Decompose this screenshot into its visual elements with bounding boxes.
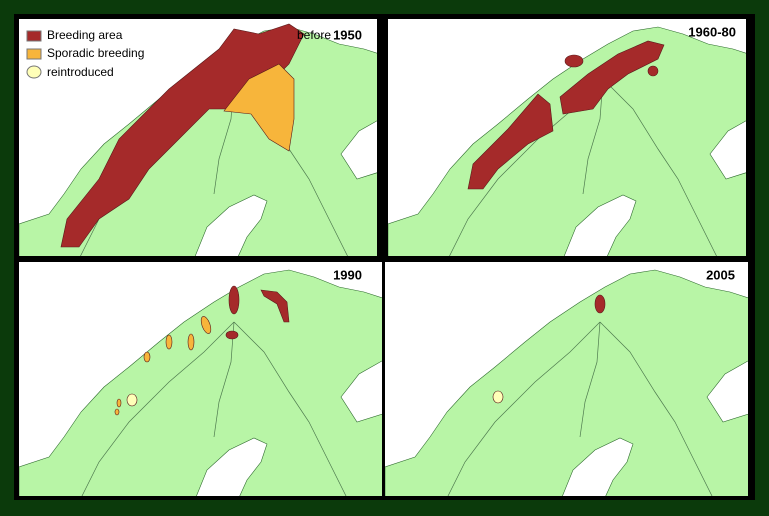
sporadic-area: [223, 63, 295, 152]
breeding-area: [228, 285, 240, 315]
panel-label: 1950: [333, 27, 362, 42]
breeding-area: [594, 294, 606, 314]
legend-swatch: [26, 65, 42, 79]
breeding-area: [260, 289, 290, 323]
breeding-area: [60, 23, 305, 248]
sporadic-area: [114, 408, 120, 416]
panel: Breeding area Sporadic breeding reintrod…: [19, 19, 377, 256]
reintroduced-area: [492, 390, 504, 404]
base-map: [385, 262, 748, 496]
panel: 1990: [19, 262, 382, 496]
breeding-area: [559, 40, 665, 115]
base-map: [19, 262, 382, 496]
panel-label: 2005: [706, 267, 735, 282]
reintroduced-area: [126, 393, 138, 407]
panel-prefix: before: [297, 28, 331, 42]
legend-swatch: [26, 48, 42, 60]
sporadic-area: [143, 351, 151, 363]
sporadic-area: [200, 316, 212, 334]
panel-label: 1960-80: [688, 24, 736, 39]
sporadic-area: [187, 333, 195, 351]
legend-label: Sporadic breeding: [47, 46, 144, 60]
legend-swatch: [26, 30, 42, 42]
breeding-area: [225, 330, 239, 340]
breeding-area: [564, 54, 584, 68]
legend-label: reintroduced: [47, 65, 114, 79]
panel-label: 1990: [333, 267, 362, 282]
legend-label: Breeding area: [47, 28, 123, 42]
sporadic-area: [116, 398, 122, 408]
breeding-area: [647, 65, 659, 77]
sporadic-area: [165, 334, 173, 350]
panel: 2005: [385, 262, 748, 496]
panel: 1960-80: [388, 19, 746, 256]
breeding-area: [467, 93, 554, 190]
